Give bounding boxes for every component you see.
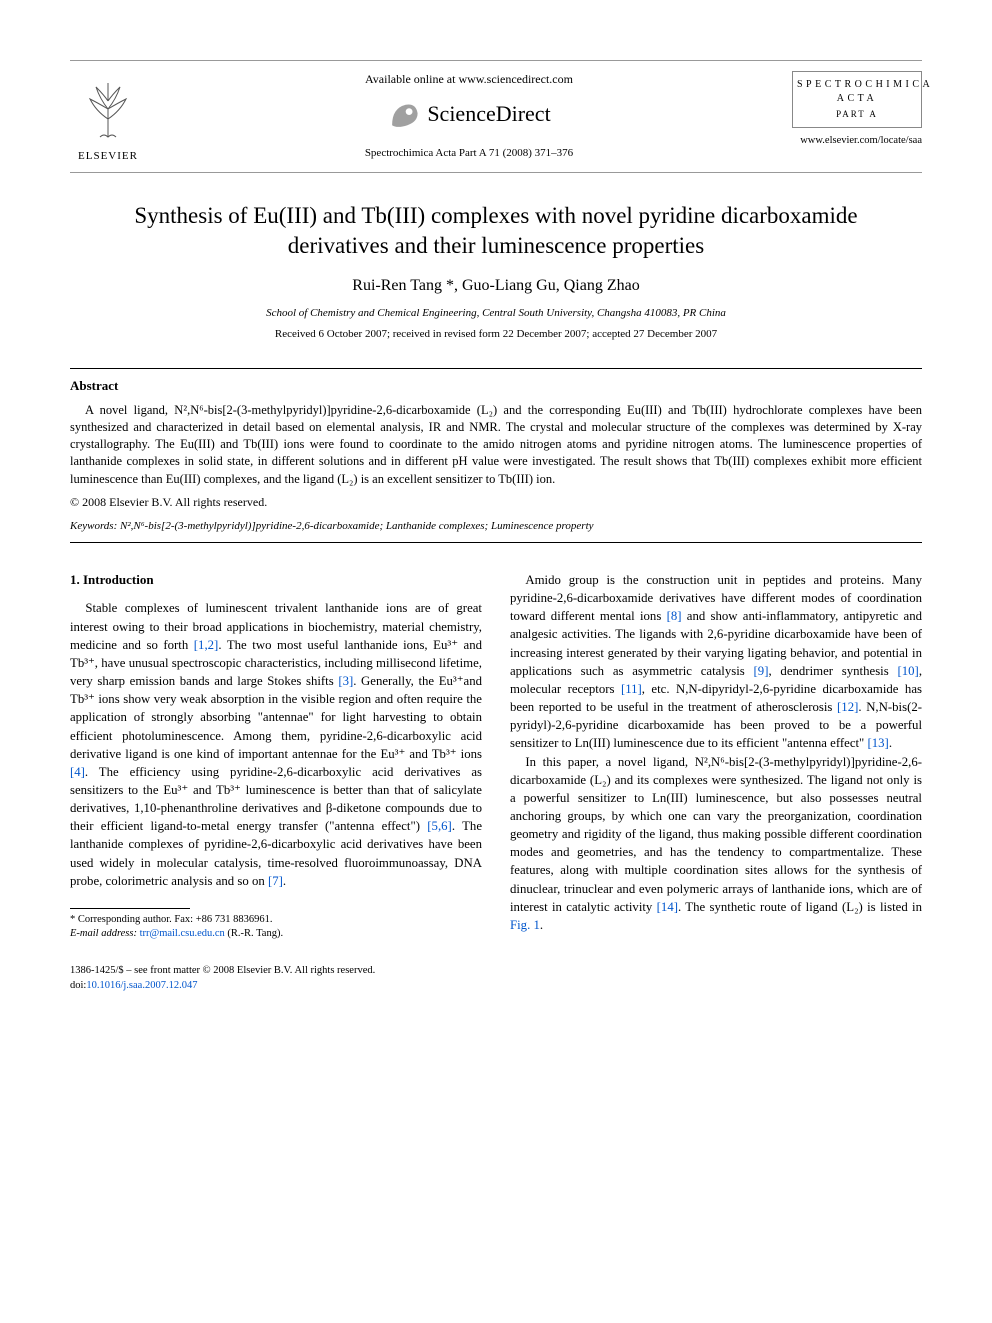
keywords-line: Keywords: N²,N⁶-bis[2-(3-methylpyridyl)]… xyxy=(70,519,922,534)
ref-link[interactable]: [5,6] xyxy=(427,819,452,833)
email-label: E-mail address: xyxy=(70,928,137,939)
corresponding-author: * Corresponding author. Fax: +86 731 883… xyxy=(70,913,482,927)
header-center: Available online at www.sciencedirect.co… xyxy=(146,71,792,161)
ref-link[interactable]: [3] xyxy=(338,674,353,688)
keywords-label: Keywords: xyxy=(70,520,117,532)
abstract-text: A novel ligand, N²,N⁶-bis[2-(3-methylpyr… xyxy=(70,402,922,488)
email-line: E-mail address: trr@mail.csu.edu.cn (R.-… xyxy=(70,927,482,941)
footnote-divider xyxy=(70,908,190,909)
journal-reference: Spectrochimica Acta Part A 71 (2008) 371… xyxy=(166,146,772,161)
header-bar: ELSEVIER Available online at www.science… xyxy=(70,60,922,173)
journal-cover-line3: PART A xyxy=(797,108,917,121)
journal-cover-line2: ACTA xyxy=(797,92,917,106)
available-online-text: Available online at www.sciencedirect.co… xyxy=(166,71,772,88)
ref-link[interactable]: [11] xyxy=(621,682,642,696)
journal-url: www.elsevier.com/locate/saa xyxy=(800,134,922,149)
affiliation: School of Chemistry and Chemical Enginee… xyxy=(70,306,922,321)
issn-line: 1386-1425/$ – see front matter © 2008 El… xyxy=(70,964,922,979)
ref-link[interactable]: [12] xyxy=(837,700,858,714)
ref-link[interactable]: [4] xyxy=(70,765,85,779)
sciencedirect-swoosh-icon xyxy=(387,98,421,132)
keywords-text: N²,N⁶-bis[2-(3-methylpyridyl)]pyridine-2… xyxy=(120,520,594,532)
abstract-body: A novel ligand, N²,N⁶-bis[2-(3-methylpyr… xyxy=(70,402,922,488)
divider xyxy=(70,542,922,543)
body-columns: 1. Introduction Stable complexes of lumi… xyxy=(70,571,922,940)
doi-link[interactable]: 10.1016/j.saa.2007.12.047 xyxy=(86,980,197,991)
author-list: Rui-Ren Tang *, Guo-Liang Gu, Qiang Zhao xyxy=(352,277,639,294)
elsevier-label: ELSEVIER xyxy=(70,149,146,164)
doi-line: doi:10.1016/j.saa.2007.12.047 xyxy=(70,979,922,994)
intro-para-3: In this paper, a novel ligand, N²,N⁶-bis… xyxy=(510,753,922,935)
intro-para-1: Stable complexes of luminescent trivalen… xyxy=(70,599,482,890)
header-right: SPECTROCHIMICA ACTA PART A www.elsevier.… xyxy=(792,71,922,148)
elsevier-tree-icon xyxy=(70,71,146,147)
article-dates: Received 6 October 2007; received in rev… xyxy=(70,327,922,342)
sciencedirect-text: ScienceDirect xyxy=(427,99,550,130)
intro-para-2: Amido group is the construction unit in … xyxy=(510,571,922,753)
article-title: Synthesis of Eu(III) and Tb(III) complex… xyxy=(100,201,892,261)
journal-cover-box: SPECTROCHIMICA ACTA PART A xyxy=(792,71,922,128)
ref-link[interactable]: [10] xyxy=(897,664,918,678)
sciencedirect-logo: ScienceDirect xyxy=(387,98,550,132)
section-heading: 1. Introduction xyxy=(70,571,482,589)
ref-link[interactable]: [9] xyxy=(754,664,769,678)
authors-line: Rui-Ren Tang *, Guo-Liang Gu, Qiang Zhao xyxy=(70,275,922,297)
journal-cover-line1: SPECTROCHIMICA xyxy=(797,78,917,92)
page-footer: 1386-1425/$ – see front matter © 2008 El… xyxy=(70,964,922,993)
ref-link[interactable]: [8] xyxy=(667,609,682,623)
ref-link[interactable]: [14] xyxy=(657,900,678,914)
footnote-block: * Corresponding author. Fax: +86 731 883… xyxy=(70,913,482,940)
left-column: 1. Introduction Stable complexes of lumi… xyxy=(70,571,482,940)
ref-link[interactable]: [7] xyxy=(268,874,283,888)
ref-link[interactable]: [1,2] xyxy=(194,638,219,652)
right-column: Amido group is the construction unit in … xyxy=(510,571,922,940)
abstract-heading: Abstract xyxy=(70,377,922,395)
ref-link[interactable]: [13] xyxy=(867,736,888,750)
figure-link[interactable]: Fig. 1 xyxy=(510,918,540,932)
email-suffix: (R.-R. Tang). xyxy=(227,928,283,939)
abstract-copyright: © 2008 Elsevier B.V. All rights reserved… xyxy=(70,494,922,511)
elsevier-logo-block: ELSEVIER xyxy=(70,71,146,164)
divider xyxy=(70,368,922,369)
email-link[interactable]: trr@mail.csu.edu.cn xyxy=(140,928,225,939)
